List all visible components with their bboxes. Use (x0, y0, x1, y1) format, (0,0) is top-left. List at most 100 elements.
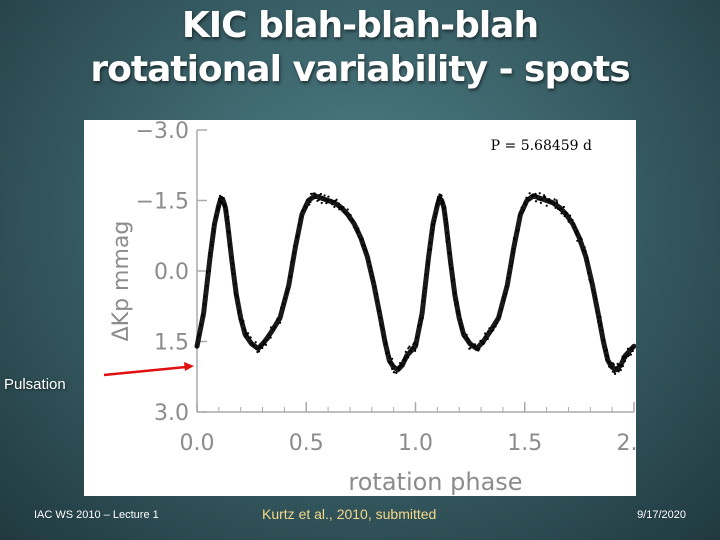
data-point (379, 323, 382, 326)
data-point (371, 275, 374, 278)
data-point (431, 228, 434, 232)
data-point (321, 195, 324, 198)
data-point (555, 199, 558, 202)
data-point (494, 325, 497, 328)
data-point (568, 218, 571, 221)
data-point (578, 241, 581, 244)
data-point (568, 214, 572, 217)
data-point (385, 342, 388, 345)
data-point (616, 362, 619, 365)
y-tick-label: −3.0 (136, 120, 189, 144)
data-point (244, 332, 247, 335)
data-point (574, 231, 577, 234)
data-point (584, 251, 587, 254)
data-point (421, 317, 424, 320)
data-point (264, 343, 268, 346)
data-point (439, 196, 443, 200)
data-point (256, 350, 259, 354)
data-point (346, 208, 349, 211)
data-point (205, 284, 208, 287)
data-point (567, 220, 570, 223)
data-point (272, 327, 275, 331)
footer-citation: Kurtz et al., 2010, submitted (262, 506, 437, 522)
data-point (331, 200, 334, 203)
data-point (630, 346, 633, 349)
data-point (496, 317, 499, 320)
data-point (357, 230, 360, 233)
data-point (510, 264, 513, 268)
data-point (278, 321, 282, 324)
data-point (361, 244, 364, 247)
data-point (382, 335, 385, 338)
data-point (498, 314, 501, 318)
data-point (429, 248, 433, 251)
data-point (232, 272, 235, 275)
pulsation-arrow-head (184, 362, 194, 371)
data-point (225, 209, 228, 212)
data-point (392, 371, 395, 374)
data-point (594, 295, 597, 298)
data-point (346, 214, 349, 217)
data-point (603, 338, 606, 342)
data-point (445, 240, 448, 243)
data-point (235, 295, 239, 298)
slide-title-line-2: rotational variability - spots (90, 49, 630, 90)
data-point (611, 370, 614, 373)
data-point (306, 198, 309, 202)
data-point (437, 195, 440, 198)
data-point (269, 326, 273, 329)
data-point (216, 206, 219, 210)
data-point (298, 223, 301, 226)
data-point (382, 328, 385, 331)
data-point (327, 195, 330, 198)
data-point (473, 343, 477, 346)
data-point (237, 302, 240, 305)
data-point (599, 322, 603, 325)
data-point (472, 345, 475, 349)
footer-date: 9/17/2020 (637, 509, 686, 521)
data-point (228, 243, 231, 246)
data-point (203, 295, 207, 298)
data-point (420, 318, 423, 321)
data-point (621, 364, 624, 368)
data-point (506, 277, 509, 280)
data-point (224, 203, 227, 206)
data-point (433, 222, 436, 226)
data-point (486, 330, 490, 333)
data-point (404, 359, 407, 362)
data-point (445, 224, 448, 227)
data-point (387, 361, 391, 364)
data-point (300, 214, 304, 217)
data-point (550, 201, 553, 204)
data-point (524, 203, 528, 206)
data-point (454, 303, 457, 306)
data-point (298, 217, 301, 221)
data-point (453, 291, 456, 294)
data-point (629, 353, 632, 356)
data-point (530, 194, 533, 198)
data-point (474, 345, 477, 348)
data-point (542, 194, 546, 197)
data-point (419, 323, 422, 326)
data-point (340, 207, 344, 210)
data-point (219, 194, 222, 197)
data-point (280, 306, 283, 309)
data-point (444, 218, 447, 221)
data-point (423, 287, 427, 290)
data-point (465, 333, 468, 336)
data-point (436, 197, 439, 201)
data-point (502, 296, 505, 299)
data-point (585, 256, 589, 260)
data-point (430, 232, 434, 235)
data-point (407, 356, 410, 359)
data-point (532, 194, 536, 197)
data-point (249, 336, 252, 339)
data-point (456, 301, 459, 304)
footer-left: IAC WS 2010 – Lecture 1 (34, 509, 159, 521)
data-point (429, 242, 432, 245)
data-point (441, 200, 444, 203)
data-point (520, 206, 523, 209)
data-point (331, 203, 334, 206)
data-point (512, 251, 515, 254)
data-point (495, 322, 499, 325)
